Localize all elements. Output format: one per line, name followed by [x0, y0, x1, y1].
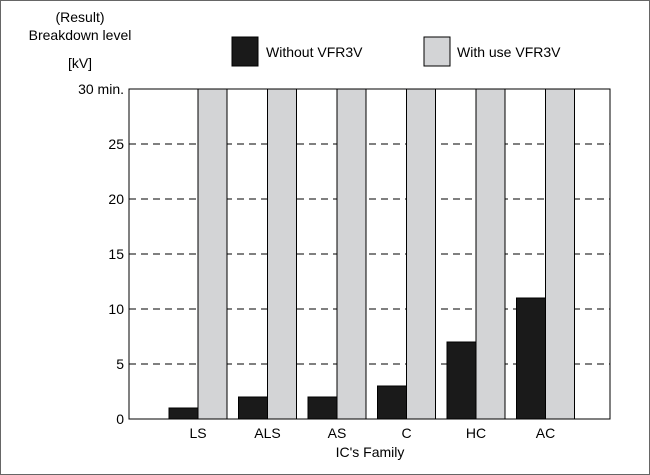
y-tick-label-6: 30 min. — [78, 81, 124, 97]
x-axis-ticks: LS ALS AS C HC AC — [189, 425, 555, 441]
plot-area-frame — [128, 88, 611, 420]
y-tick-label-4: 20 — [108, 191, 124, 207]
y-tick-label-3: 15 — [108, 246, 124, 262]
y-axis-title-line-2: Breakdown level — [29, 27, 132, 43]
x-tick-label-hc: HC — [466, 425, 486, 441]
bar-with-use-vfr3v-hc — [475, 88, 506, 420]
bar-with-use-vfr3v-als — [267, 88, 297, 420]
y-tick-label-5: 25 — [108, 136, 124, 152]
legend: Without VFR3V With use VFR3V — [231, 36, 561, 67]
x-tick-label-ac: AC — [536, 425, 555, 441]
bar-with-use-vfr3v-c — [406, 88, 436, 420]
legend-swatch-without-vfr3v — [231, 36, 259, 67]
y-tick-label-1: 5 — [116, 356, 124, 372]
x-tick-label-ls: LS — [189, 425, 206, 441]
bar-with-use-vfr3v-ac — [545, 88, 575, 420]
y-axis-title-line-1: (Result) — [55, 9, 104, 25]
bar-without-vfr3v-hc — [446, 341, 477, 420]
y-tick-label-0: 0 — [116, 411, 124, 427]
y-axis-title-line-3: [kV] — [68, 55, 92, 71]
bar-without-vfr3v-als — [238, 396, 268, 420]
bar-with-use-vfr3v-ls — [197, 88, 228, 420]
bar-with-use-vfr3v-as — [336, 88, 367, 420]
x-tick-label-c: C — [401, 425, 411, 441]
x-tick-label-as: AS — [328, 425, 347, 441]
bar-without-vfr3v-as — [307, 396, 338, 420]
bar-without-vfr3v-ac — [516, 297, 546, 420]
bar-without-vfr3v-ls — [168, 407, 199, 420]
y-tick-label-2: 10 — [108, 301, 124, 317]
legend-swatch-with-use-vfr3v — [423, 36, 451, 67]
legend-label-without-vfr3v: Without VFR3V — [266, 44, 363, 60]
x-axis-title: IC's Family — [336, 444, 405, 460]
y-axis-ticks: 0 5 10 15 20 25 30 min. — [78, 81, 124, 427]
bar-without-vfr3v-c — [377, 385, 407, 420]
legend-label-with-use-vfr3v: With use VFR3V — [457, 44, 561, 60]
bars — [168, 88, 575, 420]
x-tick-label-als: ALS — [254, 425, 280, 441]
